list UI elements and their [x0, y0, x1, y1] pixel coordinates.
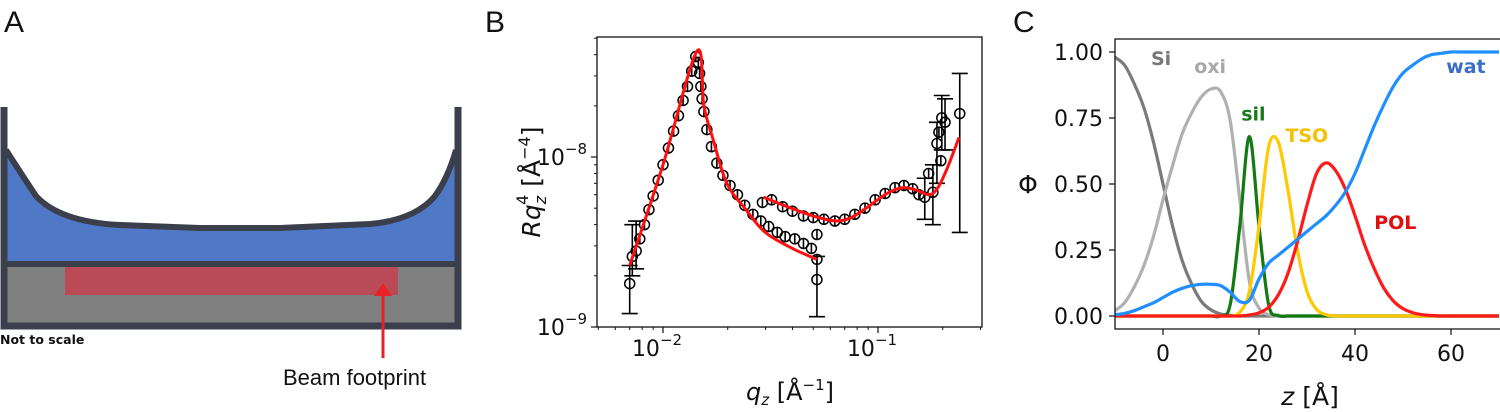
data-marker: [788, 233, 801, 245]
curve-label-tso: TSO: [1285, 125, 1328, 147]
data-point: [811, 228, 823, 241]
x-label-unit-exp: −1: [803, 376, 825, 394]
y-tick-label: 0.00: [1054, 305, 1103, 330]
fit-line-fit-low: [628, 48, 818, 266]
data-marker: [933, 126, 945, 138]
volume-fraction-plot: [1115, 50, 1499, 319]
y-label-unit-close: ]: [517, 126, 546, 136]
x-label-sub: z: [760, 391, 770, 409]
curve-label-oxi: oxi: [1194, 56, 1226, 78]
liquid-meniscus: [6, 150, 456, 264]
plot-b-frame: [596, 36, 983, 328]
panel-b: B 10−910−810−2 10−1 qz [Å−1] Rqz4 [Å−4]: [485, 6, 983, 409]
y-tick-label: 0.50: [1054, 173, 1103, 198]
data-marker: [927, 186, 939, 199]
data-point: [808, 255, 825, 318]
data-marker: [695, 80, 707, 93]
data-marker: [939, 116, 951, 129]
data-marker: [859, 202, 871, 214]
curve-wat: [1115, 50, 1499, 317]
data-marker: [805, 242, 818, 255]
y-tick-label: 0.75: [1054, 107, 1103, 132]
data-marker: [701, 123, 713, 136]
panel-letter-a: A: [4, 6, 24, 39]
data-marker: [935, 155, 947, 167]
y-label-sub: z: [531, 195, 550, 205]
data-point: [762, 220, 775, 233]
panel-c: C Si oxi sil TSO POL wat 0.00 0.25 0.50 0.75 1.00…: [1013, 6, 1500, 411]
x-tick-label: 10−2: [632, 331, 682, 362]
curve-label-sil: sil: [1241, 104, 1265, 126]
curve-labels: Si oxi sil TSO POL wat: [1151, 48, 1486, 234]
data-point: [693, 67, 706, 80]
panel-letter-c: C: [1013, 6, 1035, 39]
y-axis-label-c: Φ: [1018, 170, 1038, 199]
x-tick-label: 0: [1156, 342, 1170, 367]
y-axis-label-b: Rqz4 [Å−4]: [513, 126, 550, 237]
y-tick-label: 0.25: [1054, 239, 1103, 264]
beam-footprint-rect: [65, 264, 398, 295]
x-label-unit: [Å: [769, 377, 803, 406]
data-marker: [623, 277, 636, 290]
data-marker: [849, 208, 861, 221]
curve-pol: [1115, 161, 1499, 318]
data-point: [935, 155, 947, 167]
curve-si: [1115, 56, 1499, 318]
beam-footprint-label: Beam footprint: [283, 365, 426, 390]
y-label-main: Rq: [517, 204, 546, 237]
sample-cell-schematic: [0, 107, 462, 358]
data-marker: [953, 107, 966, 120]
fit-line-fit-high: [763, 137, 961, 223]
x-label-main: q: [746, 378, 761, 406]
x-axis-label-c: z [Å]: [1280, 382, 1339, 411]
data-point: [933, 126, 945, 138]
panel-letter-b: B: [485, 6, 505, 39]
x-tick-label: 20: [1245, 342, 1273, 367]
meniscus-line: [3, 148, 459, 231]
y-tick-label: 1.00: [1054, 41, 1103, 66]
data-point: [788, 233, 801, 245]
curve-label-si: Si: [1151, 48, 1171, 70]
y-label-sup: 4: [513, 195, 532, 205]
x-label-unit-close: ]: [825, 378, 834, 406]
cell-walls: [0, 107, 462, 330]
x-tick-label: 10−1: [847, 331, 897, 362]
x-label-c-unit: [Å]: [1294, 382, 1339, 411]
data-point: [779, 230, 791, 243]
plot-c-axes: 0.00 0.25 0.50 0.75 1.00 0 20 40 60: [1054, 41, 1465, 367]
data-point: [695, 80, 707, 93]
x-tick-label: 40: [1341, 342, 1369, 367]
data-point: [701, 123, 713, 136]
x-label-c-main: z: [1280, 382, 1295, 411]
plot-c-frame: [1114, 38, 1500, 330]
x-axis-label-b: qz [Å−1]: [746, 376, 834, 409]
data-point: [937, 97, 954, 151]
plot-b-axes: 10−9 10−8 10−2 10−1: [537, 37, 982, 362]
not-to-scale-note: Not to scale: [0, 332, 84, 347]
panel-a: A Not to scale Beam footprint: [0, 6, 462, 390]
data-point: [805, 242, 818, 255]
x-tick-label: 60: [1437, 342, 1465, 367]
curve-label-pol: POL: [1374, 212, 1416, 234]
y-tick-label: 10−9: [537, 310, 587, 341]
y-label-unit-exp: −4: [515, 136, 534, 160]
arrow-up-icon: [374, 283, 392, 296]
curve-label-wat: wat: [1446, 56, 1485, 78]
data-marker: [762, 220, 775, 233]
data-marker: [811, 273, 823, 286]
reflectivity-plot: [621, 48, 968, 318]
data-point: [621, 264, 638, 315]
data-marker: [811, 228, 823, 241]
data-marker: [693, 67, 706, 80]
y-tick-label: 10−8: [537, 140, 587, 171]
y-label-unit: [Å: [517, 160, 546, 195]
data-point: [951, 72, 968, 234]
data-marker: [879, 187, 891, 200]
